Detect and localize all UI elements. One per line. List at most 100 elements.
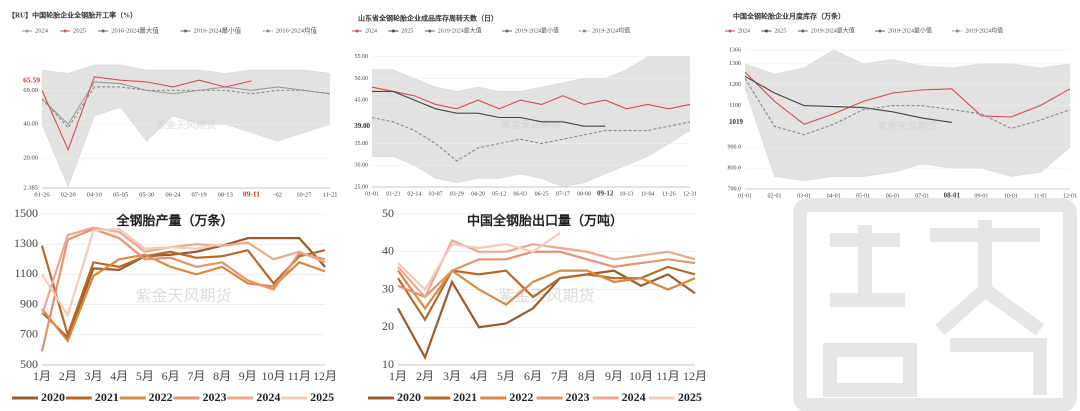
legend-dot xyxy=(25,29,29,33)
x-tick-label: 2月 xyxy=(416,369,434,383)
current-value-label: 65.59 xyxy=(23,76,40,85)
x-tick-label: 12-31 xyxy=(683,191,697,197)
x-tick-label: 08-08 xyxy=(577,191,591,197)
x-tick-label: 05-12 xyxy=(492,191,506,197)
x-tick-label: 05-05 xyxy=(113,191,128,198)
legend-label: 2021 xyxy=(95,390,119,404)
x-tick-label: 04-20 xyxy=(471,191,485,197)
y-tick-label: 1100 xyxy=(729,103,741,109)
y-tick-label: 30.00 xyxy=(355,163,369,169)
x-tick-label: 10-27 xyxy=(296,191,312,198)
chart-title: 山东省全钢轮胎企业成品库存周转天数（日） xyxy=(358,14,498,23)
series-line xyxy=(744,75,952,123)
legend-label: 2024 xyxy=(256,390,280,404)
x-tick-label: 02-14 xyxy=(407,191,421,197)
y-tick-label: 50 xyxy=(382,206,394,220)
legend-dot xyxy=(355,29,359,33)
x-tick-label: 09-01 xyxy=(974,193,988,199)
y-tick-label: 30 xyxy=(382,281,394,295)
legend-dot xyxy=(63,29,67,33)
x-tick-label: 11月 xyxy=(656,369,680,383)
x-tick-label: 11-04 xyxy=(641,191,655,197)
legend-label: 2024 xyxy=(622,390,646,404)
legend-label: 2020 xyxy=(41,390,65,404)
x-tick-label: 01-01 xyxy=(365,191,379,197)
series-line xyxy=(397,250,696,299)
chart: 【RU】中国轮胎企业全钢胎开工率（%） 2.385 20.00 40.00 60.00 0… xyxy=(8,11,337,199)
series-line xyxy=(372,90,606,127)
x-tick-label: 3月 xyxy=(84,369,102,383)
x-tick-label: 09-11 xyxy=(243,190,260,199)
legend-label: 2022 xyxy=(149,390,173,404)
chart: 山东省全钢轮胎企业成品库存周转天数（日） 25.00 30.00 35.00 45.00… xyxy=(352,14,697,198)
x-tick-label: 03-01 xyxy=(797,193,811,199)
x-tick-label: -02 xyxy=(273,191,282,198)
y-tick-label: 40 xyxy=(382,244,394,258)
series-line xyxy=(397,231,561,292)
x-tick-label: 4月 xyxy=(110,369,128,383)
legend-dot xyxy=(582,29,586,33)
x-tick-label: 6月 xyxy=(524,369,542,383)
series-line xyxy=(372,130,691,188)
chart: 中国全钢轮胎企业月度库存（万条） 700.0 800.0 900.0 1100 1200 1… xyxy=(725,12,1077,200)
y-tick-label: 40.00 xyxy=(23,121,38,128)
legend-dot xyxy=(184,29,187,33)
x-tick-label: 3月 xyxy=(443,369,461,383)
x-tick-label: 09-12 xyxy=(597,190,614,198)
legend-label: 2024 xyxy=(35,27,49,34)
y-tick-label: 900 xyxy=(20,296,38,310)
series-line xyxy=(397,269,696,361)
x-tick-label: 02-20 xyxy=(61,191,76,198)
legend-dot xyxy=(428,29,432,33)
x-tick-label: 12-01 xyxy=(1063,193,1077,199)
x-tick-label: 07-19 xyxy=(192,191,207,198)
series-line xyxy=(371,116,691,162)
y-tick-label: 10 xyxy=(382,357,394,371)
series-line xyxy=(41,86,331,129)
y-tick-label: 1366 xyxy=(729,47,741,53)
legend-label: 2022 xyxy=(509,390,533,404)
x-tick-label: 8月 xyxy=(213,369,231,383)
legend-label: 2021 xyxy=(453,390,477,404)
legend-dot xyxy=(728,29,732,33)
x-tick-label: 11月 xyxy=(287,369,311,383)
x-tick-label: 12月 xyxy=(313,369,337,383)
x-tick-label: 9月 xyxy=(239,369,257,383)
x-tick-label: 07-17 xyxy=(556,191,570,197)
x-tick-label: 05-01 xyxy=(856,193,870,199)
current-value-label: 1019 xyxy=(729,118,744,126)
legend-dot xyxy=(505,29,509,33)
current-value-label: 39.00 xyxy=(354,122,370,130)
x-tick-label: 7月 xyxy=(187,369,205,383)
x-tick-label: 01-23 xyxy=(386,191,400,197)
x-tick-label: 8月 xyxy=(578,369,596,383)
y-tick-label: 35.00 xyxy=(355,141,369,147)
y-tick-label: 700.0 xyxy=(728,186,742,192)
legend-label: 2025 xyxy=(774,28,786,34)
x-tick-label: 5月 xyxy=(136,369,154,383)
y-tick-label: 1100 xyxy=(14,266,38,280)
x-tick-label: 04-10 xyxy=(87,191,102,198)
chart-title: 【RU】中国轮胎企业全钢胎开工率（%） xyxy=(8,11,137,20)
legend-label: 2016-2024最小值 xyxy=(194,25,242,34)
x-tick-label: 06-01 xyxy=(886,193,900,199)
x-tick-label: 9月 xyxy=(605,369,623,383)
x-tick-label: 2月 xyxy=(59,369,77,383)
legend-dot xyxy=(391,29,395,33)
chart-title: 中国全钢胎出口量（万吨） xyxy=(467,213,623,228)
range-band xyxy=(42,64,330,187)
series-line xyxy=(744,49,1071,75)
x-tick-label: 1月 xyxy=(33,369,51,383)
x-tick-label: 01-01 xyxy=(738,193,752,199)
x-tick-label: 02-01 xyxy=(768,193,782,199)
y-tick-label: 20 xyxy=(382,319,394,333)
legend-label: 2019-2024最大值 xyxy=(438,26,482,34)
y-tick-label: 500 xyxy=(20,357,38,371)
series-line xyxy=(41,106,331,188)
series-line xyxy=(40,226,326,316)
x-tick-label: 10-01 xyxy=(1004,193,1018,199)
legend-dot xyxy=(266,29,270,33)
y-tick-label: 1500 xyxy=(14,206,38,220)
